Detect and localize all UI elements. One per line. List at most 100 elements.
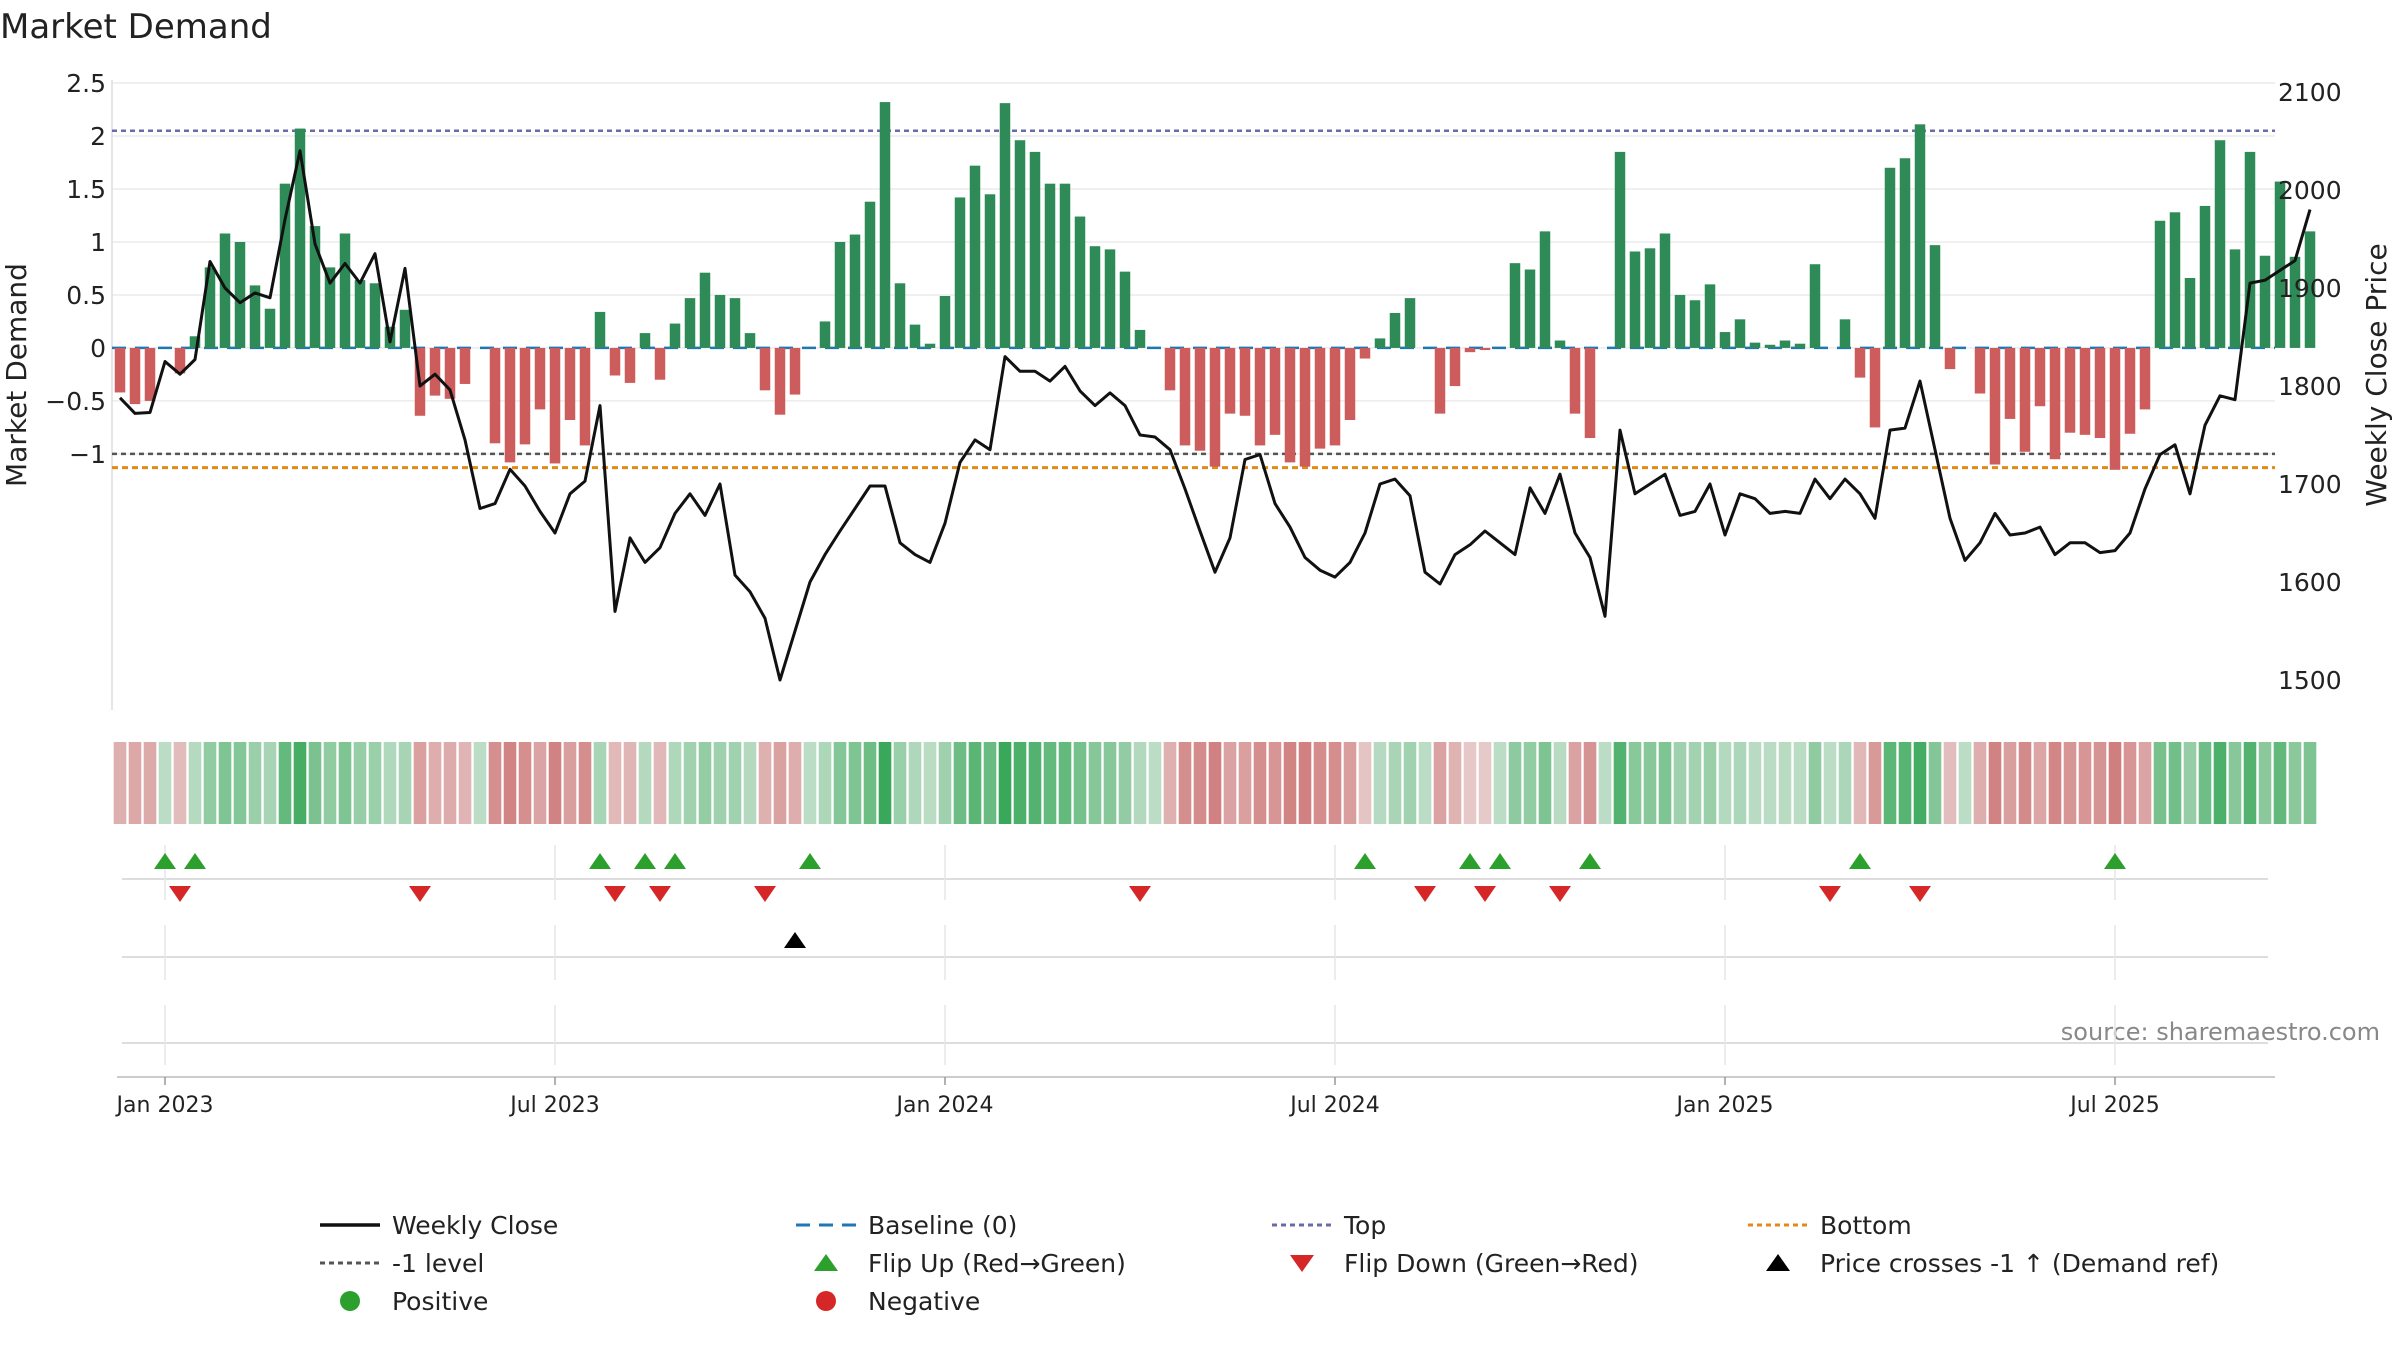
heat-cell [653,742,667,824]
heat-cell [728,742,742,824]
legend-label: Weekly Close [392,1211,558,1240]
flip-up-marker [589,853,611,869]
heat-cell [1073,742,1087,824]
demand-bar [2169,212,2181,348]
heat-cell [1268,742,1282,824]
heat-cell [473,742,487,824]
heat-cell [1568,742,1582,824]
heat-cell [1343,742,1357,824]
demand-bar [1749,342,1761,348]
demand-bar [924,343,936,348]
heat-cell [818,742,832,824]
heat-cell [1703,742,1717,824]
demand-bar [1554,340,1566,348]
heat-cell [998,742,1012,824]
demand-bar [549,347,561,464]
demand-bar [129,347,141,405]
heat-cell [908,742,922,824]
demand-bar [1299,347,1311,467]
legend-label: Bottom [1820,1211,1912,1240]
demand-bar [1719,332,1731,348]
flip-up-marker [1849,853,1871,869]
demand-bar [1779,340,1791,348]
y-right-tick-label: 1600 [2278,568,2342,597]
heat-cell [1538,742,1552,824]
event-markers [122,845,2268,1065]
demand-bar [339,233,351,348]
heat-cell [1583,742,1597,824]
heat-cell [1733,742,1747,824]
demand-bar [519,347,531,445]
heat-cell [1673,742,1687,824]
y-left-tick-label: 2 [90,122,106,151]
demand-bar [219,233,231,348]
demand-bar [1389,312,1401,348]
flip-up-marker [184,853,206,869]
demand-bar [639,333,651,348]
demand-bar [2259,255,2271,348]
demand-bar [969,165,981,348]
heat-cell [758,742,772,824]
legend-label: Top [1343,1211,1386,1240]
heat-cell [1823,742,1837,824]
demand-bar [1164,347,1176,391]
demand-bar [1374,338,1386,348]
flip-down-marker [649,886,671,902]
demand-bar [849,234,861,348]
demand-bar [1239,347,1251,416]
flip-down-marker [1474,886,1496,902]
demand-bar [1014,140,1026,348]
chart-title: Market Demand [0,7,272,47]
legend-swatch [816,1291,836,1311]
demand-bar [1134,329,1146,348]
demand-bar [2139,347,2151,410]
heat-cell [503,742,517,824]
heat-cell [1643,742,1657,824]
heat-cell [1433,742,1447,824]
flip-down-marker [409,886,431,902]
heat-cell [443,742,457,824]
heat-cell [1553,742,1567,824]
demand-bar [1509,263,1521,348]
heat-cell [2258,742,2272,824]
x-tick-label: Jul 2025 [2068,1093,2160,1118]
demand-bar [1329,347,1341,446]
heat-cell [2303,742,2317,824]
heat-cell [2063,742,2077,824]
flip-up-marker [1459,853,1481,869]
heat-cell [788,742,802,824]
demand-bar [1029,151,1041,348]
demand-bar [1869,347,1881,428]
demand-bar [264,308,276,348]
heat-cell [2048,742,2062,824]
demand-bar [2034,347,2046,407]
flip-up-marker [154,853,176,869]
heat-cell [893,742,907,824]
heat-cell [1493,742,1507,824]
demand-bar [1569,347,1581,414]
y-axis-label-right: Weekly Close Price [2360,243,2393,506]
demand-bar [1479,347,1491,351]
heat-cell [608,742,622,824]
y-left-tick-label: 0 [90,334,106,363]
demand-bar [909,324,921,348]
legend-label: Positive [392,1287,488,1316]
demand-bar [834,241,846,348]
heat-cell [1298,742,1312,824]
heat-cell [518,742,532,824]
heat-cell [1778,742,1792,824]
heat-cell [878,742,892,824]
demand-bar [1809,264,1821,348]
demand-bar [1899,158,1911,348]
flip-up-marker [2104,853,2126,869]
legend-label: Flip Up (Red→Green) [868,1249,1126,1278]
demand-bar [459,347,471,384]
heat-cell [1763,742,1777,824]
demand-bar [2199,205,2211,348]
heat-cell [143,742,157,824]
demand-bar [864,201,876,348]
demand-bar [2049,347,2061,460]
heat-cell [548,742,562,824]
flip-down-marker [754,886,776,902]
heat-cell [2153,742,2167,824]
